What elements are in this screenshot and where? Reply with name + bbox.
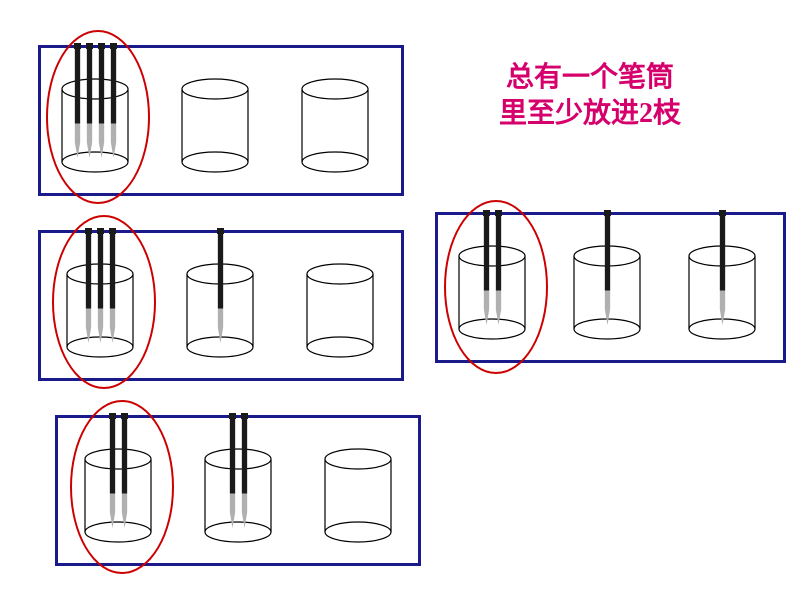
pen-icon bbox=[604, 210, 611, 330]
pen-icon bbox=[74, 43, 81, 163]
title-line1: 总有一个笔筒 bbox=[450, 60, 730, 96]
pen-holder bbox=[61, 78, 129, 178]
pen-icon bbox=[229, 413, 236, 533]
pen-holder bbox=[458, 245, 526, 345]
pen-icon bbox=[97, 228, 104, 348]
pen-icon bbox=[495, 210, 502, 330]
pen-icon bbox=[110, 43, 117, 163]
pen-holder bbox=[301, 78, 369, 178]
pen-icon bbox=[98, 43, 105, 163]
title-line2: 里至少放进2枝 bbox=[450, 96, 730, 132]
pen-icon bbox=[483, 210, 490, 330]
pen-icon bbox=[719, 210, 726, 330]
pen-icon bbox=[86, 43, 93, 163]
pen-icon bbox=[241, 413, 248, 533]
pen-icon bbox=[121, 413, 128, 533]
pen-icon bbox=[217, 228, 224, 348]
pen-holder bbox=[306, 263, 374, 363]
pen-holder bbox=[204, 448, 272, 548]
pen-icon bbox=[109, 228, 116, 348]
pen-holder bbox=[324, 448, 392, 548]
pen-holder bbox=[181, 78, 249, 178]
pen-icon bbox=[85, 228, 92, 348]
pen-holder bbox=[84, 448, 152, 548]
conclusion-text: 总有一个笔筒 里至少放进2枝 bbox=[450, 60, 730, 133]
pen-icon bbox=[109, 413, 116, 533]
